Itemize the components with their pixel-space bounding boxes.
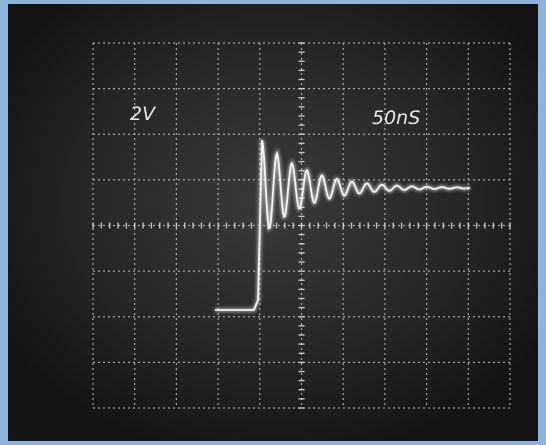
screen: [8, 4, 538, 441]
volts-per-div-label: 2V: [130, 103, 157, 125]
center-ticks: [92, 42, 511, 409]
time-per-div-label: 50nS: [372, 107, 420, 129]
waveform-trace: [215, 139, 471, 311]
graticule: [92, 42, 511, 409]
